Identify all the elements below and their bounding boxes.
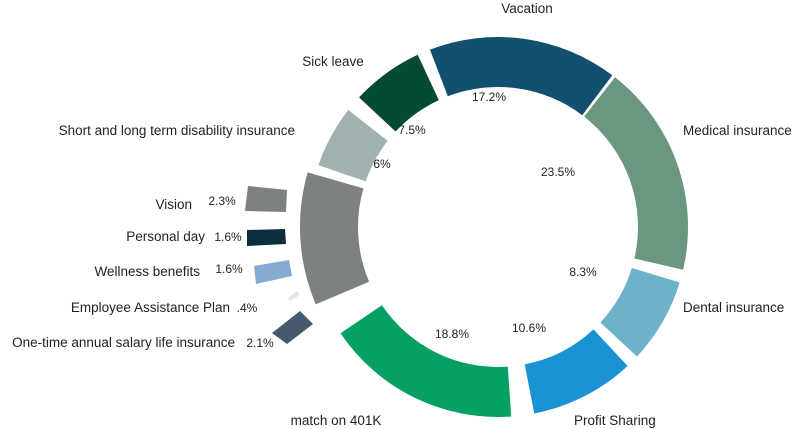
value-profit-sharing: 10.6% <box>512 321 546 335</box>
label-medical-insurance: Medical insurance <box>683 123 792 138</box>
donut-labels: Vacation 17.2% Medical insurance 23.5% Denta… <box>12 1 792 428</box>
slice-vacation <box>429 37 613 116</box>
slice-sick-leave <box>359 54 439 132</box>
label-vision: Vision <box>155 197 192 212</box>
slice-personal-day <box>247 229 286 246</box>
slice-one-time-annual-salary-life-insurance <box>272 311 313 344</box>
slice-match-on-401k <box>340 305 512 418</box>
inner-left-segment <box>300 172 370 305</box>
value-one-time-annual-salary-life-insurance: 2.1% <box>246 336 274 350</box>
slice-employee-assistance-plan <box>288 291 300 301</box>
slice-wellness-benefits <box>254 260 292 284</box>
value-personal-day: 1.6% <box>214 230 242 244</box>
slice-vision <box>245 186 287 212</box>
slice-short-and-long-term-disability-insurance <box>318 110 388 182</box>
label-sick-leave: Sick leave <box>302 54 364 69</box>
slice-dental-insurance <box>600 267 680 357</box>
label-dental-insurance: Dental insurance <box>683 300 784 315</box>
value-short-and-long-term-disability-insurance: 6% <box>373 157 391 171</box>
label-employee-assistance-plan: Employee Assistance Plan <box>71 300 230 315</box>
value-sick-leave: 7.5% <box>398 123 426 137</box>
value-vacation: 17.2% <box>472 90 506 104</box>
value-medical-insurance: 23.5% <box>541 165 575 179</box>
label-one-time-annual-salary-life-insurance: One-time annual salary life insurance <box>12 335 235 350</box>
value-wellness-benefits: 1.6% <box>215 262 243 276</box>
label-vacation: Vacation <box>501 1 553 16</box>
donut-segments <box>245 37 688 418</box>
label-match-on-401k: match on 401K <box>291 413 382 428</box>
label-short-and-long-term-disability-insurance: Short and long term disability insurance <box>59 123 295 138</box>
slice-medical-insurance <box>584 77 688 270</box>
label-wellness-benefits: Wellness benefits <box>94 264 200 279</box>
value-match-on-401k: 18.8% <box>435 327 469 341</box>
label-profit-sharing: Profit Sharing <box>574 413 656 428</box>
value-vision: 2.3% <box>208 194 236 208</box>
value-dental-insurance: 8.3% <box>569 265 597 279</box>
value-employee-assistance-plan: .4% <box>237 301 258 315</box>
label-personal-day: Personal day <box>126 229 205 244</box>
slice-profit-sharing <box>524 329 628 414</box>
